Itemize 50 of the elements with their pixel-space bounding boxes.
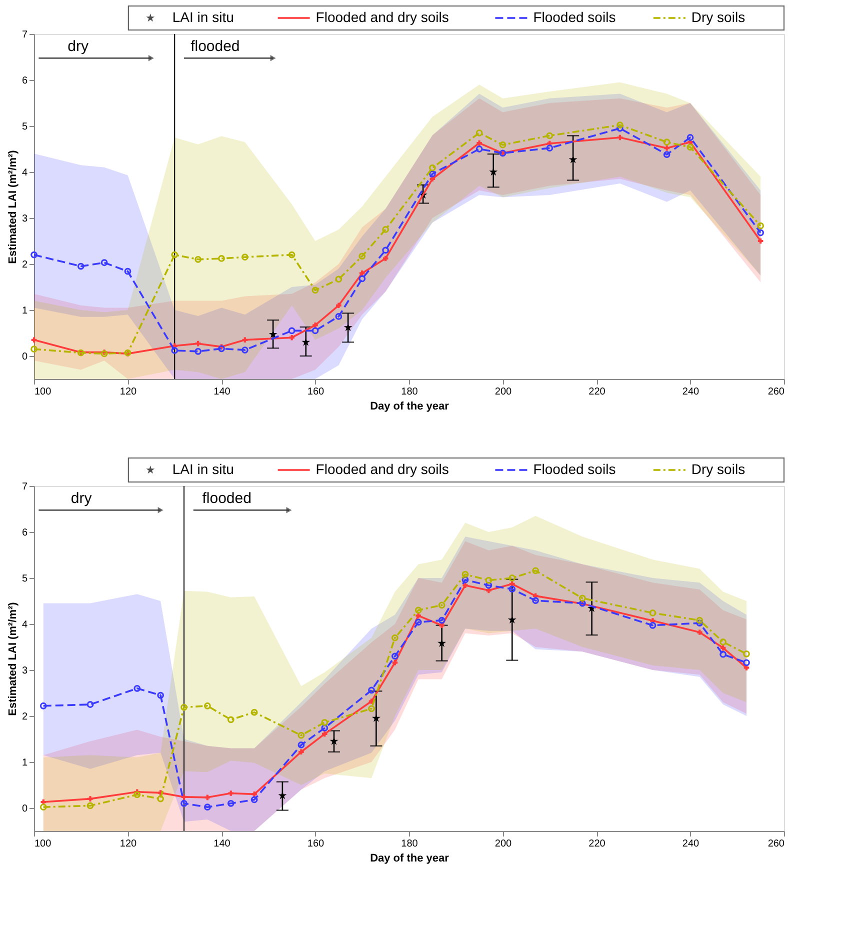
x-tick-label: 260 bbox=[768, 838, 785, 850]
x-tick-label: 200 bbox=[494, 386, 512, 398]
y-tick-label: 1 bbox=[22, 758, 28, 768]
y-tick-label: 7 bbox=[22, 482, 28, 492]
y-tick-label: 3 bbox=[22, 214, 28, 224]
x-tick-label: 120 bbox=[120, 838, 138, 850]
y-tick-label: 6 bbox=[22, 76, 28, 86]
y-tick-label: 5 bbox=[22, 122, 28, 132]
x-tick-label: 220 bbox=[588, 386, 606, 398]
x-tick-label: 100 bbox=[34, 838, 52, 850]
y-axis-title: Estimated LAI (m²/m²) bbox=[6, 150, 19, 264]
x-tick-label: 220 bbox=[588, 838, 606, 850]
x-tick-label: 260 bbox=[768, 386, 785, 398]
y-tick-label: 6 bbox=[22, 528, 28, 538]
y-tick-label: 3 bbox=[22, 666, 28, 676]
x-tick-label: 180 bbox=[401, 838, 418, 850]
x-tick-label: 140 bbox=[214, 386, 231, 398]
y-tick-label: 0 bbox=[22, 804, 28, 814]
x-tick-label: 160 bbox=[307, 386, 325, 398]
y-tick-label: 4 bbox=[22, 168, 28, 178]
y-tick-label: 0 bbox=[22, 352, 28, 362]
legend-label: Flooded and dry soils bbox=[316, 461, 449, 477]
y-tick-label: 4 bbox=[22, 620, 28, 630]
x-tick-label: 240 bbox=[682, 838, 700, 850]
legend-label: Dry soils bbox=[691, 461, 746, 477]
x-tick-label: 160 bbox=[307, 838, 325, 850]
y-tick-label: 1 bbox=[22, 306, 28, 316]
x-tick-label: 200 bbox=[494, 838, 512, 850]
y-tick-label: 5 bbox=[22, 574, 28, 584]
legend-label: Dry soils bbox=[691, 9, 746, 25]
y-axis-title: Estimated LAI (m²/m²) bbox=[6, 602, 19, 716]
x-tick-label: 180 bbox=[401, 386, 418, 398]
y-tick-label: 7 bbox=[22, 30, 28, 40]
x-axis-title: Day of the year bbox=[370, 852, 450, 864]
x-axis-title: Day of the year bbox=[370, 400, 450, 412]
x-tick-label: 120 bbox=[120, 386, 138, 398]
x-tick-label: 140 bbox=[214, 838, 231, 850]
annotation: dry bbox=[68, 38, 89, 56]
y-tick-label: 2 bbox=[22, 712, 28, 722]
legend-label: LAI in situ bbox=[172, 461, 234, 477]
y-tick-label: 2 bbox=[22, 260, 28, 270]
x-tick-label: 100 bbox=[34, 386, 52, 398]
annotation: flooded bbox=[202, 490, 252, 508]
legend-label: Flooded and dry soils bbox=[316, 9, 449, 25]
legend-label: Flooded soils bbox=[533, 9, 616, 25]
x-tick-label: 240 bbox=[682, 386, 700, 398]
annotation: dry bbox=[70, 490, 92, 508]
legend-label: Flooded soils bbox=[533, 461, 616, 477]
legend-label: LAI in situ bbox=[172, 9, 234, 25]
annotation: flooded bbox=[190, 38, 240, 56]
